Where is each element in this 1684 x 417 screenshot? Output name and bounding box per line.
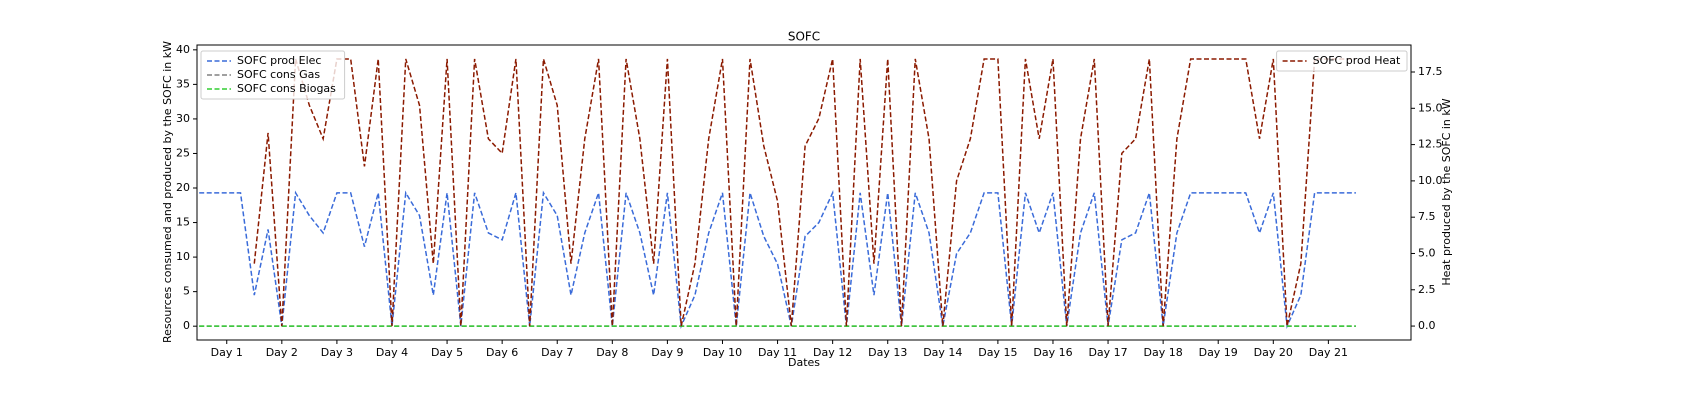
x-tick-label: Day 5 [431,346,463,359]
legend-box [1276,50,1408,72]
y2-axis-label: Heat produced by the SOFC in kW [1440,98,1453,285]
legend-box [200,50,346,100]
y2-tick-label: 10.0 [1418,174,1443,187]
series-line [253,58,1356,327]
x-tick-label: Day 15 [978,346,1017,359]
x-tick-label: Day 16 [1033,346,1072,359]
x-tick-label: Day 19 [1199,346,1238,359]
y-tick-label: 35 [176,77,190,90]
x-tick-label: Day 20 [1254,346,1293,359]
y2-tick-label: 2.5 [1418,283,1436,296]
y2-tick-label: 12.5 [1418,138,1443,151]
y2-tick-label: 15.0 [1418,101,1443,114]
x-tick-label: Day 18 [1144,346,1183,359]
x-axis-label: Dates [788,356,820,369]
x-tick-label: Day 21 [1309,346,1348,359]
y-axis-label: Resources consumed and produced by the S… [161,41,174,343]
x-tick-label: Day 6 [486,346,518,359]
y-tick-label: 10 [176,250,190,263]
x-tick-label: Day 11 [758,346,797,359]
x-tick-label: Day 12 [813,346,852,359]
y-tick-label: 0 [183,319,190,332]
x-tick-label: Day 2 [266,346,298,359]
x-tick-label: Day 17 [1088,346,1127,359]
x-tick-label: Day 3 [321,346,353,359]
y-tick-label: 30 [176,112,190,125]
x-tick-label: Day 10 [703,346,742,359]
x-tick-label: Day 13 [868,346,907,359]
series-line [199,190,1356,330]
x-tick-label: Day 9 [651,346,683,359]
y-tick-label: 5 [183,285,190,298]
plot-frame [196,44,1412,341]
legend-label: SOFC prod Heat [1313,54,1401,67]
y2-tick-label: 17.5 [1418,65,1443,78]
y2-tick-label: 5.0 [1418,246,1436,259]
x-tick-label: Day 4 [376,346,408,359]
y2-tick-label: 0.0 [1418,319,1436,332]
y-tick-label: 40 [176,43,190,56]
y2-tick-label: 7.5 [1418,210,1436,223]
x-tick-label: Day 8 [596,346,628,359]
legend-label: SOFC cons Gas [237,68,320,81]
legend-label: SOFC cons Biogas [237,82,336,95]
y-tick-label: 15 [176,216,190,229]
legend-label: SOFC prod Elec [237,54,321,67]
x-tick-label: Day 14 [923,346,962,359]
y-tick-label: 25 [176,146,190,159]
chart-title: SOFC [788,30,820,44]
x-tick-label: Day 7 [541,346,573,359]
y-tick-label: 20 [176,181,190,194]
x-tick-label: Day 1 [211,346,243,359]
